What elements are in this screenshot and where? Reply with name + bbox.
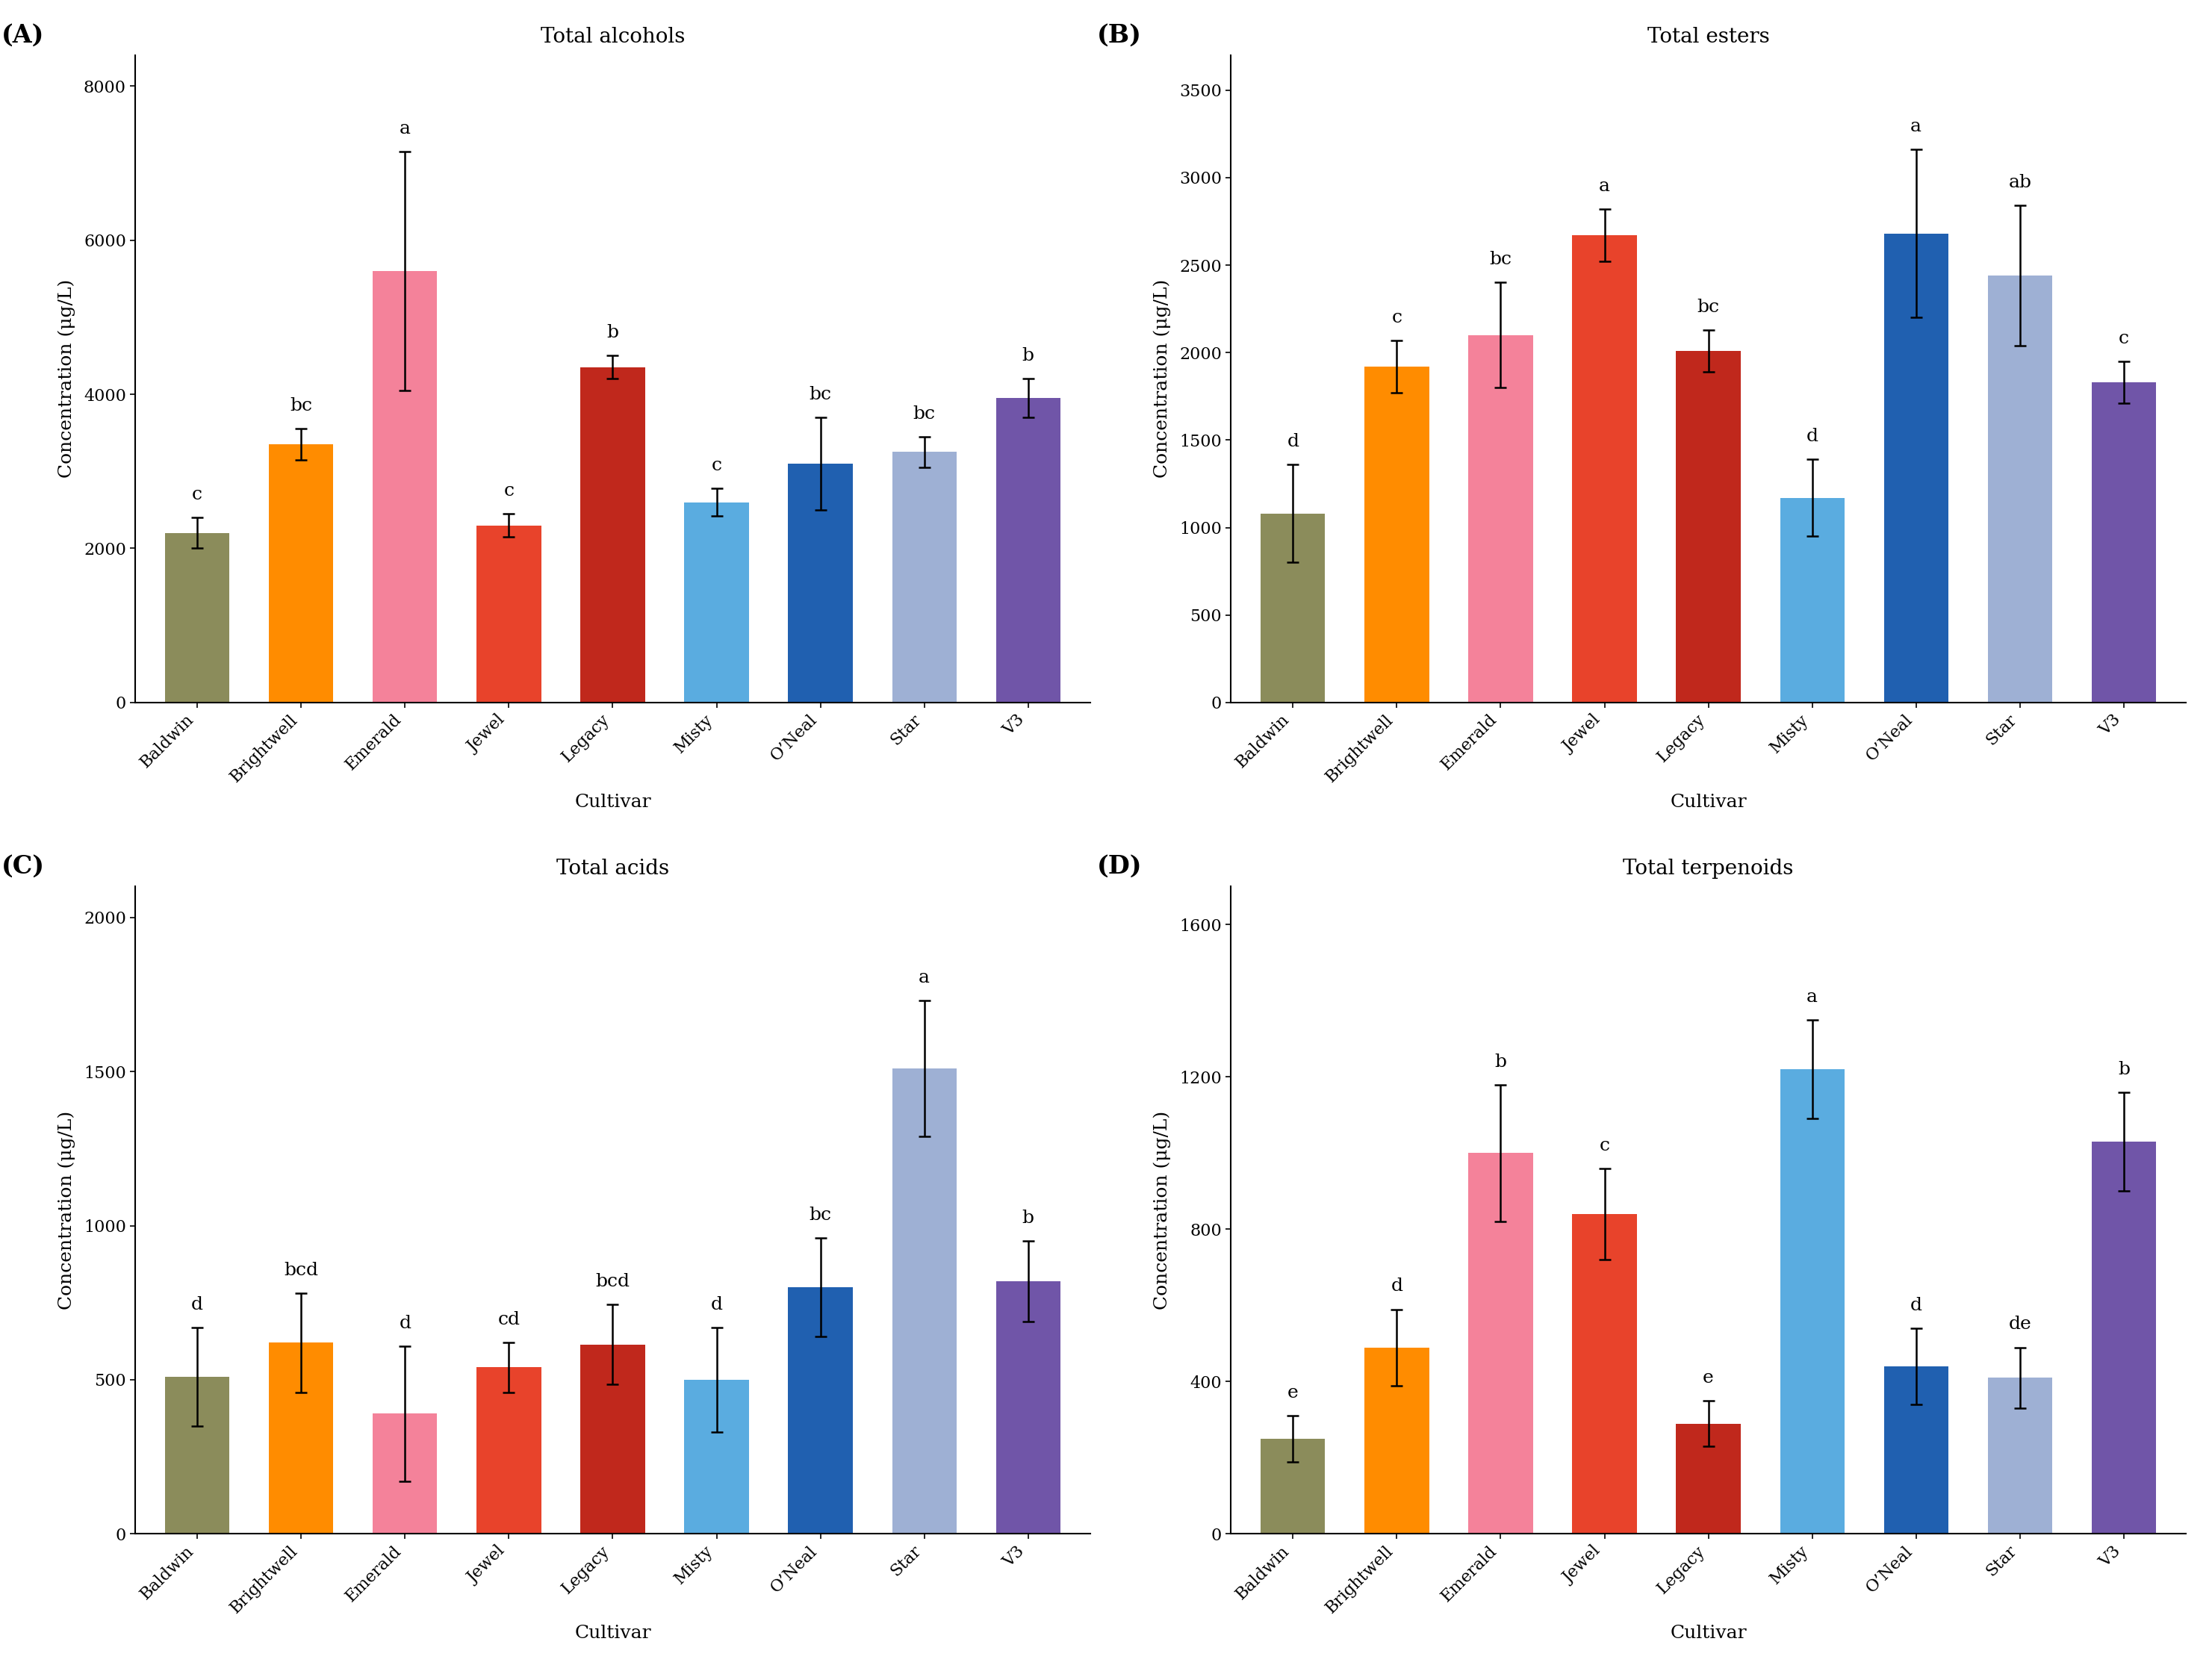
Text: ab: ab: [2008, 173, 2031, 192]
Bar: [1261, 1439, 1325, 1535]
Text: b: b: [1495, 1053, 1506, 1071]
Text: d: d: [1911, 1298, 1922, 1314]
Bar: [478, 525, 542, 702]
Bar: [1365, 1348, 1429, 1535]
X-axis label: Cultivar: Cultivar: [575, 794, 650, 811]
Text: bcd: bcd: [283, 1263, 319, 1279]
Bar: [891, 452, 956, 702]
X-axis label: Cultivar: Cultivar: [1670, 794, 1747, 811]
Text: e: e: [1703, 1369, 1714, 1386]
Text: a: a: [400, 120, 411, 137]
Bar: [1885, 1366, 1949, 1535]
Bar: [580, 1344, 646, 1535]
Text: c: c: [504, 482, 513, 499]
Text: b: b: [606, 324, 619, 342]
Text: c: c: [1391, 309, 1402, 325]
Text: c: c: [1599, 1138, 1610, 1154]
Title: Total alcohols: Total alcohols: [540, 27, 686, 47]
Bar: [2093, 1141, 2157, 1535]
Text: (C): (C): [2, 854, 44, 879]
Text: a: a: [918, 969, 929, 986]
Text: d: d: [192, 1296, 204, 1313]
Bar: [374, 270, 438, 702]
Y-axis label: Concentration (μg/L): Concentration (μg/L): [1155, 1111, 1170, 1309]
Title: Total terpenoids: Total terpenoids: [1624, 859, 1794, 879]
Bar: [2093, 382, 2157, 702]
Bar: [1989, 275, 2053, 702]
Bar: [1365, 367, 1429, 702]
Text: cd: cd: [498, 1311, 520, 1328]
Title: Total acids: Total acids: [555, 859, 670, 879]
Bar: [684, 1379, 750, 1535]
Bar: [1781, 497, 1845, 702]
Bar: [166, 1376, 230, 1535]
Text: c: c: [192, 485, 204, 504]
Bar: [1677, 1423, 1741, 1535]
Text: d: d: [398, 1314, 411, 1331]
Y-axis label: Concentration (μg/L): Concentration (μg/L): [58, 280, 75, 479]
Bar: [166, 534, 230, 702]
Bar: [1573, 235, 1637, 702]
Bar: [1469, 335, 1533, 702]
Text: d: d: [1287, 434, 1298, 450]
Text: a: a: [1599, 178, 1610, 195]
Bar: [374, 1414, 438, 1535]
Bar: [1469, 1153, 1533, 1535]
Title: Total esters: Total esters: [1648, 27, 1770, 47]
Text: (B): (B): [1097, 23, 1141, 47]
Text: bc: bc: [290, 397, 312, 415]
Bar: [1573, 1214, 1637, 1535]
Text: (A): (A): [2, 23, 44, 47]
Text: bc: bc: [1697, 299, 1719, 315]
Bar: [270, 444, 334, 702]
X-axis label: Cultivar: Cultivar: [1670, 1625, 1747, 1641]
Y-axis label: Concentration (μg/L): Concentration (μg/L): [1152, 280, 1170, 479]
Bar: [1989, 1378, 2053, 1535]
Bar: [684, 502, 750, 702]
Text: bc: bc: [810, 385, 832, 404]
Text: d: d: [1807, 429, 1818, 445]
Text: c: c: [712, 457, 721, 474]
Text: b: b: [1022, 347, 1033, 365]
Bar: [580, 367, 646, 702]
Text: de: de: [2008, 1316, 2031, 1333]
Text: d: d: [710, 1296, 723, 1313]
Text: b: b: [2117, 1061, 2130, 1078]
Text: bc: bc: [1489, 252, 1511, 269]
Text: a: a: [1807, 989, 1818, 1006]
Text: (D): (D): [1097, 854, 1141, 879]
Bar: [1885, 234, 1949, 702]
Text: a: a: [1911, 118, 1922, 135]
Text: b: b: [1022, 1209, 1033, 1228]
Text: bcd: bcd: [595, 1273, 630, 1289]
Text: bc: bc: [810, 1206, 832, 1224]
Text: d: d: [1391, 1278, 1402, 1294]
Y-axis label: Concentration (μg/L): Concentration (μg/L): [58, 1111, 75, 1309]
Bar: [1781, 1069, 1845, 1535]
Text: e: e: [1287, 1384, 1298, 1401]
Bar: [995, 1281, 1060, 1535]
Bar: [891, 1069, 956, 1535]
X-axis label: Cultivar: Cultivar: [575, 1625, 650, 1641]
Bar: [787, 1288, 852, 1535]
Bar: [1261, 514, 1325, 702]
Text: bc: bc: [914, 405, 936, 422]
Bar: [995, 399, 1060, 702]
Bar: [478, 1368, 542, 1535]
Bar: [270, 1343, 334, 1535]
Bar: [1677, 350, 1741, 702]
Bar: [787, 464, 852, 702]
Text: c: c: [2119, 330, 2128, 347]
